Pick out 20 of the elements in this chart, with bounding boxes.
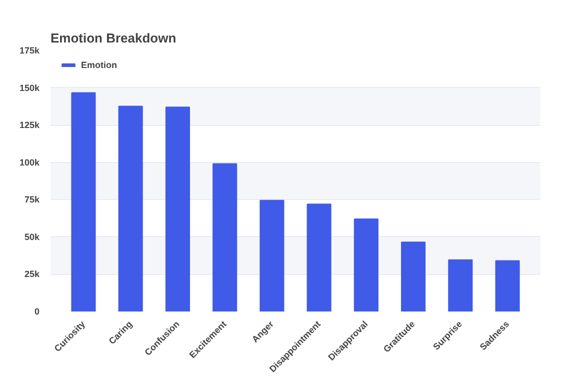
y-tick-label: 150k [19, 82, 40, 93]
y-tick-label: 50k [24, 232, 40, 242]
legend-label: Emotion [81, 60, 117, 70]
bar [354, 218, 378, 312]
chart-title: Emotion Breakdown [50, 30, 176, 46]
y-tick-label: 125k [19, 120, 40, 130]
y-tick-label: 175k [19, 46, 40, 56]
bar [401, 242, 426, 312]
y-tick-label: 0 [34, 306, 40, 316]
bar [165, 106, 190, 312]
y-tick-label: 100k [19, 157, 40, 168]
bar [212, 163, 238, 312]
bar [260, 200, 284, 312]
bar [495, 260, 520, 312]
bar [448, 259, 473, 312]
bar [118, 106, 143, 312]
bar [306, 204, 332, 312]
y-tick-label: 25k [24, 269, 40, 280]
y-tick-label: 75k [24, 194, 40, 205]
bar [71, 92, 96, 312]
